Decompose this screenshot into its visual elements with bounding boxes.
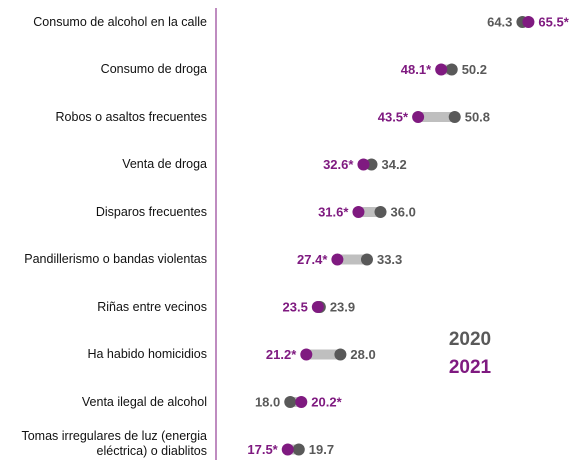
dot bbox=[300, 348, 313, 361]
value-label: 65.5* bbox=[538, 14, 569, 29]
category-label: Venta ilegal de alcohol bbox=[81, 394, 207, 409]
category-label: Ha habido homicidios bbox=[87, 347, 207, 361]
dot bbox=[445, 63, 458, 76]
value-label: 32.6* bbox=[323, 157, 354, 172]
dot bbox=[360, 253, 373, 266]
dot bbox=[522, 16, 535, 28]
category-label: Pandillerismo o bandas violentas bbox=[24, 252, 207, 266]
dot bbox=[412, 111, 425, 123]
connector bbox=[337, 254, 367, 265]
category-label: Disparos frecuentes bbox=[95, 204, 207, 219]
value-label: 43.5* bbox=[378, 109, 409, 124]
category-label: Consumo de droga bbox=[100, 62, 207, 76]
value-label: 17.5* bbox=[247, 442, 278, 457]
value-label: 28.0 bbox=[350, 347, 375, 362]
value-label: 64.3 bbox=[487, 14, 512, 29]
legend-label: 2020 bbox=[449, 329, 491, 350]
value-label: 33.3 bbox=[377, 252, 402, 267]
connector bbox=[358, 207, 381, 217]
dot bbox=[284, 396, 297, 408]
dot bbox=[292, 443, 305, 456]
dot bbox=[331, 253, 344, 266]
category-label: Venta de droga bbox=[122, 157, 207, 171]
value-label: 27.4* bbox=[297, 252, 328, 267]
legend-label: 2021 bbox=[449, 357, 492, 378]
dot bbox=[374, 206, 387, 218]
category-label: Robos o asaltos frecuentes bbox=[55, 109, 207, 124]
category-label: Tomas irregulares de luz (energia eléctr… bbox=[21, 428, 207, 458]
dot bbox=[334, 348, 347, 361]
value-label: 18.0 bbox=[255, 394, 280, 409]
value-label: 21.2* bbox=[266, 347, 297, 362]
value-label: 48.1* bbox=[401, 62, 432, 77]
category-label: Riñas entre vecinos bbox=[97, 299, 207, 314]
value-label: 23.5 bbox=[283, 299, 308, 314]
value-label: 23.9 bbox=[330, 299, 355, 314]
connector bbox=[306, 349, 341, 360]
value-label: 31.6* bbox=[318, 204, 349, 219]
value-label: 20.2* bbox=[311, 394, 342, 409]
value-label: 50.2 bbox=[462, 62, 487, 77]
value-label: 50.8 bbox=[465, 109, 490, 124]
value-label: 19.7 bbox=[309, 442, 334, 457]
dot bbox=[295, 396, 308, 408]
category-label: Consumo de alcohol en la calle bbox=[33, 14, 207, 29]
value-label: 36.0 bbox=[391, 204, 416, 219]
dot bbox=[435, 63, 448, 76]
value-label: 34.2 bbox=[381, 157, 406, 172]
dot bbox=[311, 301, 324, 313]
dot bbox=[352, 206, 365, 218]
dot bbox=[357, 158, 370, 171]
connector bbox=[418, 112, 455, 122]
dot bbox=[281, 443, 294, 456]
dot bbox=[448, 111, 461, 123]
